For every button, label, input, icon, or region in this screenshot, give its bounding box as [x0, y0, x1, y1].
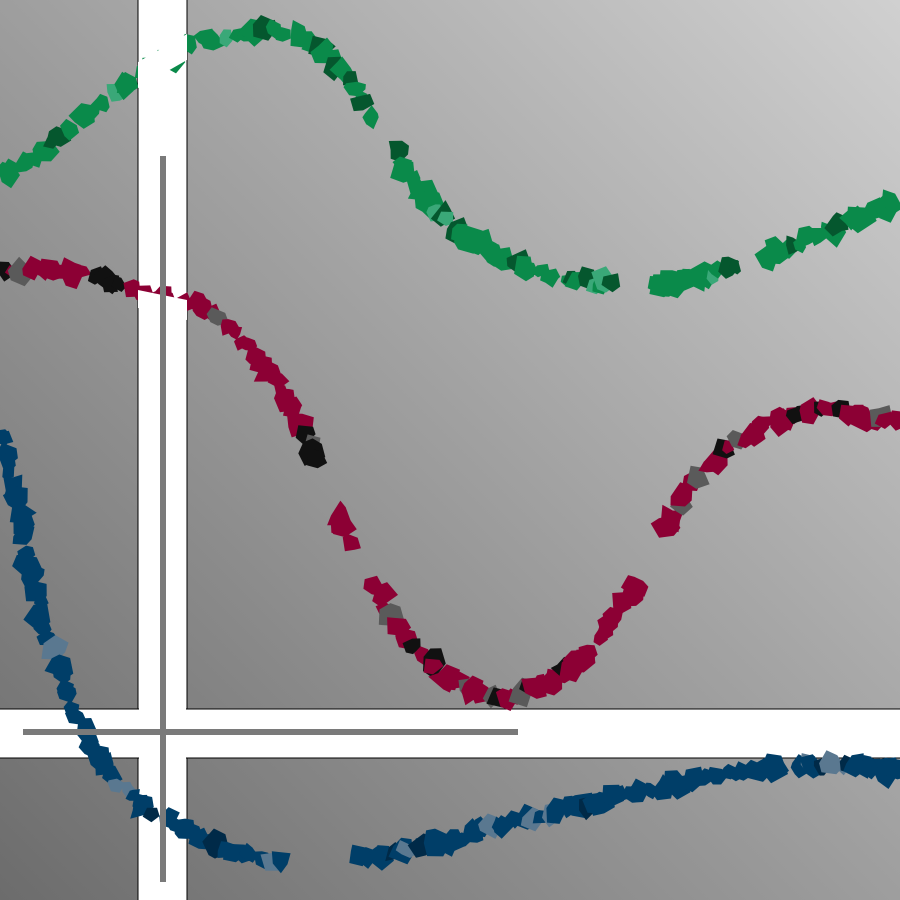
- stroke-fragment: [271, 851, 291, 874]
- stroke-fragment: [402, 638, 421, 655]
- stroke-fragment: [601, 273, 621, 293]
- stroke-fragment: [12, 525, 35, 545]
- stroke-fragment: [342, 534, 361, 552]
- stroke-fragment: [874, 411, 893, 429]
- stroke-fragment: [776, 762, 789, 776]
- stroke-fragment: [226, 326, 243, 340]
- stroke-fragment: [220, 319, 239, 336]
- stroke-fragment: [60, 118, 80, 141]
- stroke-fragment: [273, 27, 291, 42]
- stroke-fragment: [107, 778, 124, 793]
- stroke-fragment: [41, 635, 69, 660]
- stroke-fragment: [621, 778, 650, 803]
- stroke-fragment: [578, 644, 598, 663]
- stroke-fragment: [478, 813, 500, 839]
- stroke-fragment: [466, 228, 493, 256]
- stroke-fragment: [423, 658, 444, 675]
- stroke-fragment: [239, 842, 258, 863]
- green-stroke: [0, 15, 900, 299]
- stroke-fragment: [111, 276, 127, 292]
- stroke-fragment: [450, 670, 470, 689]
- stroke-fragment: [462, 818, 484, 843]
- stroke-fragment: [7, 256, 34, 287]
- stroke-fragment: [267, 372, 290, 389]
- stroke-fragment: [219, 29, 233, 48]
- stroke-fragment: [682, 766, 705, 793]
- stroke-fragment: [372, 582, 398, 607]
- band-notch-top: [138, 34, 187, 88]
- stroke-fragment: [70, 263, 92, 278]
- stroke-fragment: [199, 28, 226, 51]
- stroke-fragment: [0, 430, 14, 445]
- stroke-fragment: [106, 83, 127, 102]
- stroke-fragment: [116, 71, 139, 93]
- stroke-fragment: [887, 410, 900, 431]
- stroke-fragment: [437, 211, 454, 226]
- crosshair: [23, 156, 518, 882]
- stroke-fragment: [3, 158, 18, 179]
- stroke-fragment: [33, 618, 52, 635]
- stroke-fragment: [544, 268, 561, 283]
- navy-stroke: [0, 429, 900, 874]
- stroke-fragment: [343, 71, 359, 86]
- stroke-fragment: [51, 664, 72, 685]
- stroke-fragment: [307, 448, 328, 469]
- stroke-fragment: [295, 425, 316, 446]
- stroke-fragment: [142, 807, 160, 823]
- stroke-fragment: [362, 105, 379, 130]
- stroke-fragment: [388, 140, 409, 162]
- stroke-fragment: [881, 189, 900, 214]
- stroke-fragment: [57, 681, 77, 703]
- stroke-fragment: [21, 563, 45, 589]
- stroke-fragment: [90, 93, 110, 113]
- stroke-fragment: [2, 465, 15, 481]
- stroke-fragment: [332, 517, 357, 538]
- stroke-fragment: [395, 840, 415, 858]
- stroke-fragment: [130, 793, 154, 819]
- stroke-fragment: [728, 259, 741, 275]
- stroke-fragment: [886, 761, 900, 780]
- stroke-fragment: [350, 93, 375, 112]
- stroke-fragment: [620, 575, 649, 597]
